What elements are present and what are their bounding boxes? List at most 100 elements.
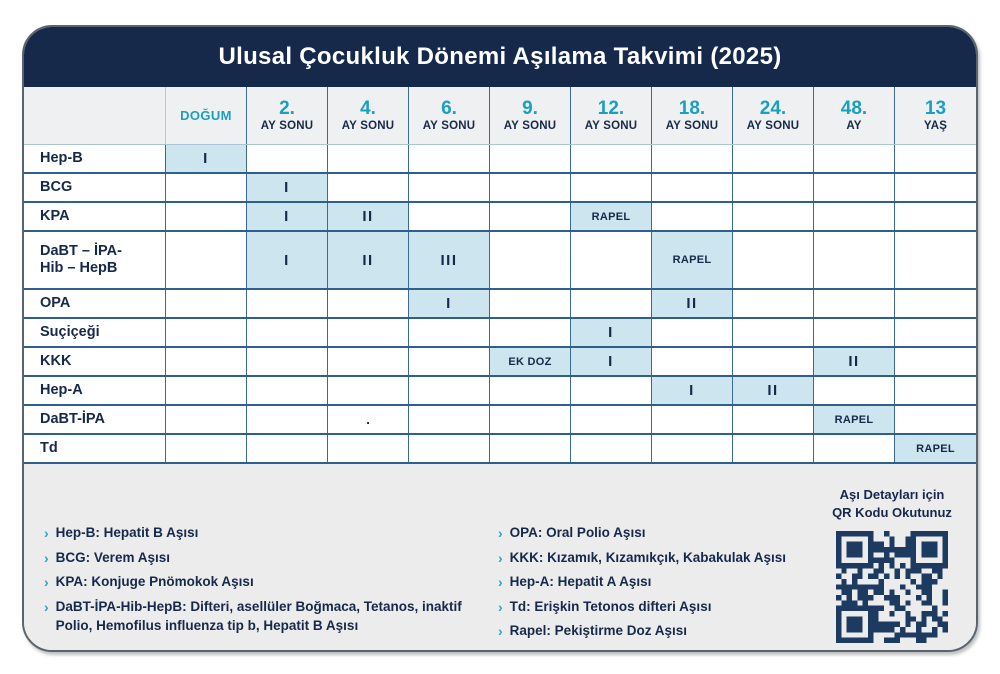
legend-item-text: Td: Erişkin Tetonos difteri Aşısı xyxy=(509,598,712,614)
dose-cell xyxy=(571,290,652,317)
column-header-age: 6. xyxy=(441,98,457,119)
dose-cell xyxy=(895,290,976,317)
dose-cell xyxy=(652,203,733,230)
table-header-row: DOĞUM 2. AY SONU 4. AY SONU 6. AY SONU 9. AY SON… xyxy=(24,87,976,145)
dose-cell xyxy=(895,174,976,201)
dose-cell xyxy=(166,174,247,201)
legend-right-column: › OPA: Oral Polio Aşısı › KKK: Kızamık, Kız… xyxy=(498,524,828,647)
dose-cell xyxy=(409,319,490,346)
dose-cell xyxy=(733,232,814,288)
chevron-icon: › xyxy=(498,574,503,591)
qr-block: Aşı Detayları için QR Kodu Okutunuz xyxy=(816,486,968,648)
dose-cell xyxy=(814,290,895,317)
dose-cell xyxy=(328,435,409,462)
column-header: 2. AY SONU xyxy=(247,87,328,144)
row-label: BCG xyxy=(24,174,166,201)
dose-cell xyxy=(166,203,247,230)
column-header-unit: AY SONU xyxy=(260,119,314,132)
qr-label-line2: QR Kodu Okutunuz xyxy=(832,504,952,520)
dose-cell xyxy=(490,174,571,201)
dose-cell xyxy=(166,232,247,288)
schedule-table: DOĞUM 2. AY SONU 4. AY SONU 6. AY SONU 9. AY SON… xyxy=(24,87,976,464)
dose-cell xyxy=(409,203,490,230)
table-row: KKK EK DOZ I II xyxy=(24,348,976,377)
dose-cell: . xyxy=(328,406,409,433)
dose-cell xyxy=(652,174,733,201)
dose-cell xyxy=(733,174,814,201)
row-label: Hep-B xyxy=(24,145,166,172)
dose-cell xyxy=(166,406,247,433)
table-row: Td RAPEL xyxy=(24,435,976,464)
dose-cell xyxy=(895,232,976,288)
dose-cell xyxy=(652,145,733,172)
dose-cell xyxy=(409,406,490,433)
dose-cell xyxy=(571,174,652,201)
dose-cell xyxy=(895,406,976,433)
column-header: 18. AY SONU xyxy=(652,87,733,144)
column-header-age: 24. xyxy=(759,98,787,119)
chevron-icon: › xyxy=(44,574,49,591)
dose-cell: II xyxy=(328,232,409,288)
table-row: Hep-A I II xyxy=(24,377,976,406)
dose-cell xyxy=(490,377,571,404)
column-header: 48. AY xyxy=(814,87,895,144)
legend-item-text: Rapel: Pekiştirme Doz Aşısı xyxy=(509,623,687,639)
dose-cell xyxy=(409,348,490,375)
dose-cell xyxy=(895,145,976,172)
column-header-age: 12. xyxy=(597,98,625,119)
column-header-age: 48. xyxy=(840,98,868,119)
dose-cell xyxy=(652,348,733,375)
legend-item: › Td: Erişkin Tetonos difteri Aşısı xyxy=(498,598,828,618)
table-row: DaBT-İPA. RAPEL xyxy=(24,406,976,435)
column-header-age: DOĞUM xyxy=(180,107,232,123)
legend-item-text: Hep-B: Hepatit B Aşısı xyxy=(55,525,199,540)
title-bar: Ulusal Çocukluk Dönemi Aşılama Takvimi (… xyxy=(24,27,976,87)
dose-cell xyxy=(814,377,895,404)
dose-cell xyxy=(652,319,733,346)
dose-cell xyxy=(652,406,733,433)
chevron-icon: › xyxy=(44,549,49,566)
dose-cell: RAPEL xyxy=(571,203,652,230)
dose-cell xyxy=(247,319,328,346)
dose-cell xyxy=(409,377,490,404)
legend-item: › Rapel: Pekiştirme Doz Aşısı xyxy=(498,622,828,642)
legend-item-text: OPA: Oral Polio Aşısı xyxy=(509,525,646,540)
row-label: Hep-A xyxy=(24,377,166,404)
dose-cell xyxy=(571,232,652,288)
legend-left-column: › Hep-B: Hepatit B Aşısı › BCG: Verem Aşısı… xyxy=(44,524,494,641)
dose-cell xyxy=(247,435,328,462)
column-header-age: 9. xyxy=(522,98,538,119)
chevron-icon: › xyxy=(44,525,49,541)
column-header-age: 2. xyxy=(279,98,295,119)
dose-cell: EK DOZ xyxy=(490,348,571,375)
dose-cell xyxy=(571,145,652,172)
column-header-unit: AY SONU xyxy=(341,119,395,132)
dose-cell xyxy=(490,435,571,462)
dose-cell: II xyxy=(733,377,814,404)
legend-item: › Hep-B: Hepatit B Aşısı xyxy=(44,524,494,544)
dose-cell xyxy=(247,348,328,375)
row-label: DaBT-İPA xyxy=(24,406,166,433)
column-header-age: 4. xyxy=(360,98,376,119)
dose-cell: RAPEL xyxy=(652,232,733,288)
qr-label: Aşı Detayları için QR Kodu Okutunuz xyxy=(816,486,968,521)
dose-cell xyxy=(328,290,409,317)
column-header: 6. AY SONU xyxy=(409,87,490,144)
table-row: KPA I II RAPEL xyxy=(24,203,976,232)
dose-cell xyxy=(409,174,490,201)
dose-cell xyxy=(814,232,895,288)
dose-cell xyxy=(490,290,571,317)
dose-cell xyxy=(166,377,247,404)
column-header-empty xyxy=(24,87,166,144)
dose-cell xyxy=(571,435,652,462)
dose-cell xyxy=(895,319,976,346)
column-header: 4. AY SONU xyxy=(328,87,409,144)
column-header-age: 13 xyxy=(924,98,947,119)
dose-cell xyxy=(814,435,895,462)
column-header-age: 18. xyxy=(678,98,706,119)
qr-label-line1: Aşı Detayları için xyxy=(839,487,945,502)
column-header: 13 YAŞ xyxy=(895,87,976,144)
dose-cell xyxy=(733,319,814,346)
footer: › Hep-B: Hepatit B Aşısı › BCG: Verem Aşısı… xyxy=(24,464,976,650)
dose-cell xyxy=(733,290,814,317)
